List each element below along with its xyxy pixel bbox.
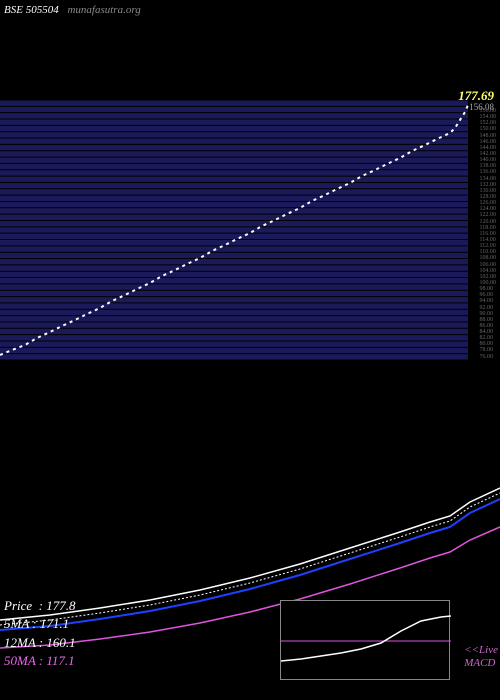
ma12-value: 160.1 xyxy=(46,635,75,650)
source-url: munafasutra.org xyxy=(67,4,140,16)
price-label: Price xyxy=(4,598,32,613)
macd-inset-panel xyxy=(280,600,450,680)
ma50-label: 50MA : xyxy=(4,653,43,668)
price-info-block: Price : 177.8 5MA : 171.1 12MA : 160.1 5… xyxy=(4,597,76,670)
macd-label-line1: <<Live xyxy=(464,644,498,656)
ma12-label: 12MA : xyxy=(4,635,43,650)
ma5-row: 5MA : 171.1 xyxy=(4,615,76,633)
price-row: Price : 177.8 xyxy=(4,597,76,615)
price-value: 177.8 xyxy=(46,598,75,613)
ma50-row: 50MA : 117.1 xyxy=(4,652,76,670)
top-price-chart xyxy=(0,100,500,360)
ticker-symbol: BSE 505504 xyxy=(4,4,59,16)
ma5-value: 171.1 xyxy=(40,616,69,631)
macd-inset-chart xyxy=(281,601,451,681)
macd-label-line2: MACD xyxy=(464,657,495,669)
chart-background-band xyxy=(0,100,468,360)
macd-signal-line xyxy=(281,616,451,661)
ma50-value: 117.1 xyxy=(46,653,74,668)
ma5-label: 5MA : xyxy=(4,616,37,631)
ma12-row: 12MA : 160.1 xyxy=(4,634,76,652)
macd-label: <<Live MACD xyxy=(464,644,498,670)
chart-header: BSE 505504 munafasutra.org xyxy=(4,4,141,16)
